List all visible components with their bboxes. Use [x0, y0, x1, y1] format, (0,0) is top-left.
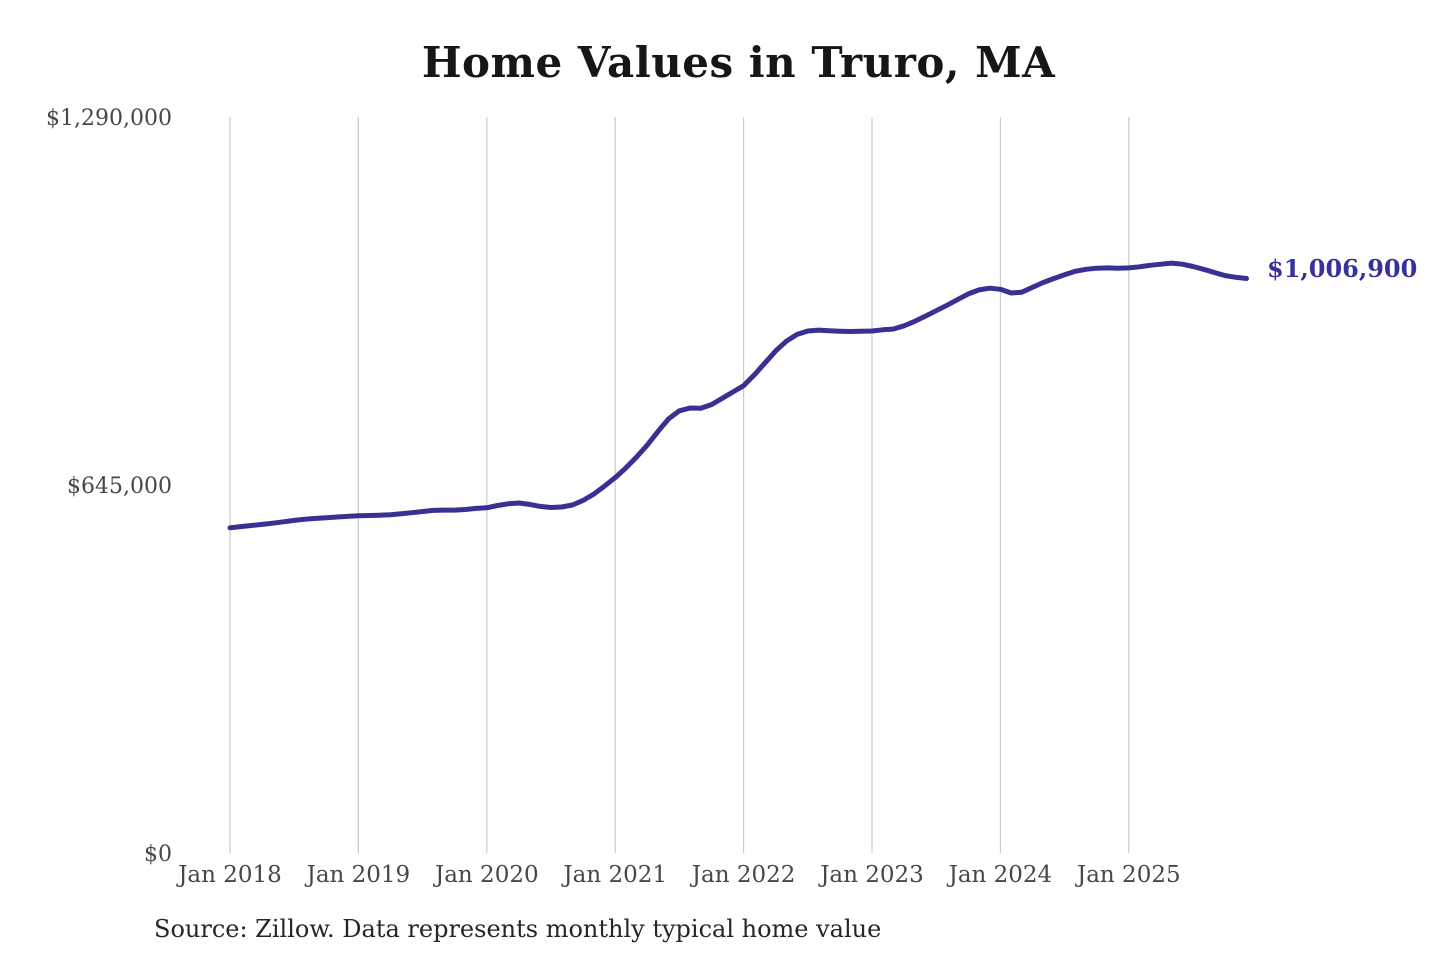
chart-title: Home Values in Truro, MA	[421, 38, 1056, 87]
latest-value-label: $1,006,900	[1267, 254, 1418, 283]
x-axis-tick-label: Jan 2025	[1075, 862, 1181, 888]
x-axis-tick-label: Jan 2020	[433, 862, 539, 888]
y-axis-tick-label: $645,000	[67, 474, 172, 499]
x-axis-tick-label: Jan 2021	[561, 862, 667, 888]
home-value-line	[227, 260, 1249, 531]
y-axis-tick-label: $0	[144, 842, 172, 867]
y-axis-tick-label: $1,290,000	[46, 106, 172, 131]
x-axis-tick-label: Jan 2024	[947, 862, 1053, 888]
x-axis-tick-label: Jan 2019	[305, 862, 411, 888]
source-note: Source: Zillow. Data represents monthly …	[154, 915, 882, 943]
x-axis-tick-label: Jan 2023	[818, 862, 924, 888]
x-axis-tick-label: Jan 2022	[690, 862, 796, 888]
x-axis-tick-label: Jan 2018	[176, 862, 282, 888]
